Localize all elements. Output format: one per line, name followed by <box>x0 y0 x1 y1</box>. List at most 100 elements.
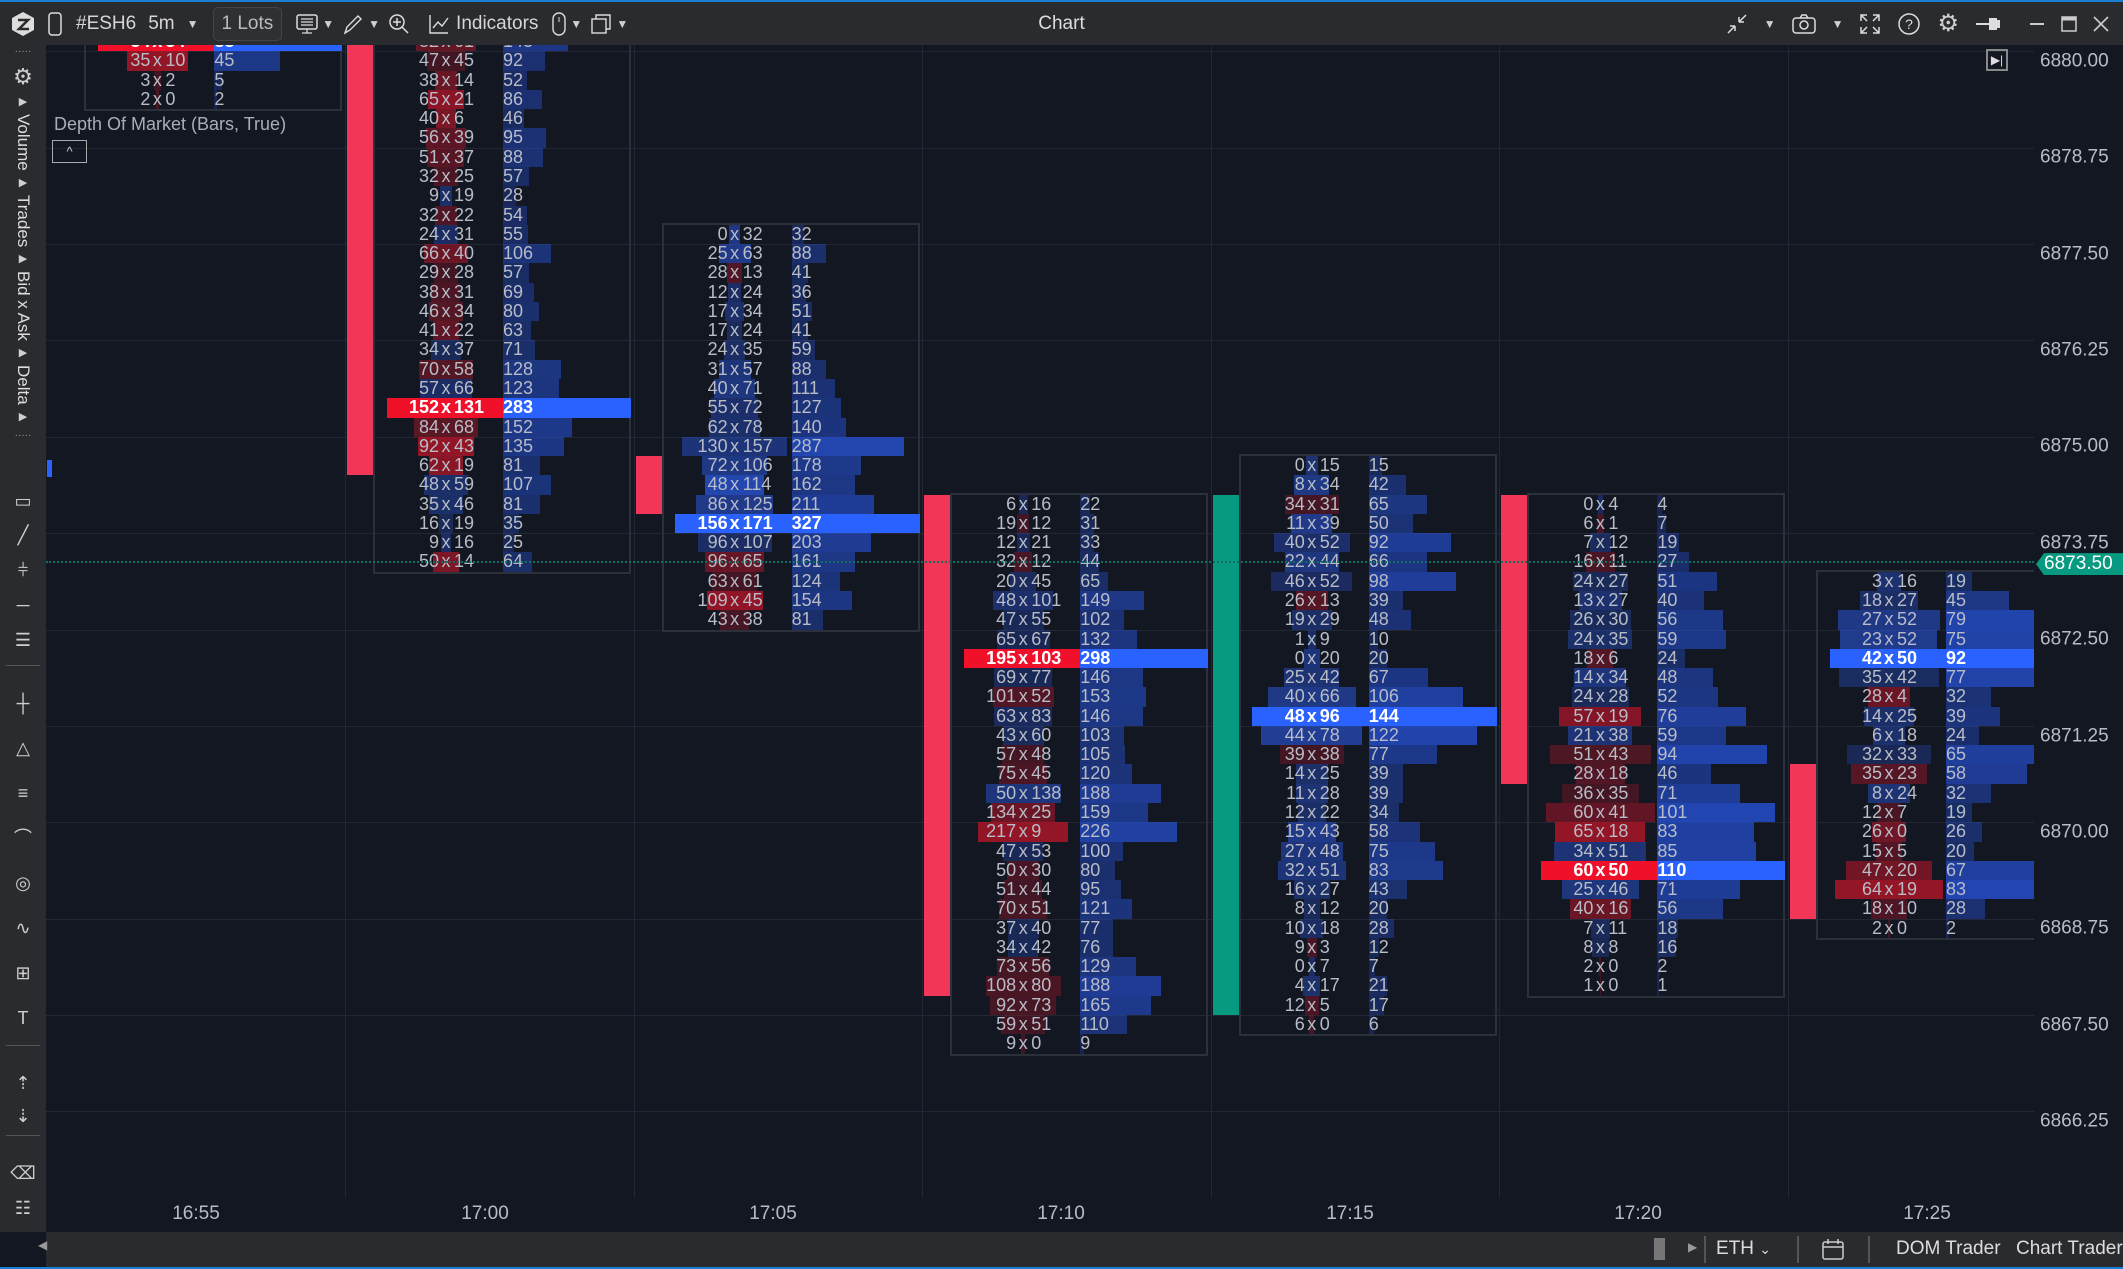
caret-right-icon[interactable]: ▶ <box>18 176 28 189</box>
price-row[interactable]: 26 x 0 26 <box>1816 821 2034 842</box>
price-row[interactable]: 28 x 18 46 <box>1527 764 1785 784</box>
price-row[interactable]: 24 x 27 51 <box>1527 571 1785 591</box>
triangle-icon[interactable]: △ <box>16 738 30 758</box>
price-row[interactable]: 19 x 29 48 <box>1239 609 1497 630</box>
chevron-down-icon[interactable]: ▼ <box>368 16 381 31</box>
poc-row[interactable]: 54x34 88 <box>84 45 343 52</box>
price-row[interactable]: 32 x 33 65 <box>1816 744 2034 765</box>
price-row[interactable]: 62 x 78 140 <box>662 417 920 437</box>
price-row[interactable]: 28 x 13 41 <box>662 263 920 283</box>
eraser-icon[interactable]: ⌫ <box>10 1163 36 1183</box>
app-logo-icon[interactable] <box>10 11 36 37</box>
price-row[interactable]: 12 x 5 17 <box>1239 995 1497 1015</box>
price-row[interactable]: 70 x 58 128 <box>373 359 631 379</box>
pencil-icon[interactable] <box>342 13 364 35</box>
price-row[interactable]: 13 x 27 40 <box>1527 590 1785 611</box>
price-row[interactable]: 15 x 5 20 <box>1816 841 2034 861</box>
price-row[interactable]: 47 x 20 67 <box>1816 860 2034 881</box>
price-row[interactable]: 15 x 43 58 <box>1239 821 1497 842</box>
price-row[interactable]: 7 x 12 19 <box>1527 532 1785 553</box>
price-row[interactable]: 24 x 35 59 <box>1527 629 1785 649</box>
chevron-down-icon[interactable]: ▼ <box>1763 16 1776 31</box>
indicators-icon[interactable] <box>428 13 450 35</box>
price-row[interactable]: 32 x 22 54 <box>373 205 631 225</box>
price-row[interactable]: 73 x 56 129 <box>950 956 1208 977</box>
price-row[interactable]: 31 x 57 88 <box>662 359 920 379</box>
price-row[interactable]: 57 x 19 76 <box>1527 706 1785 726</box>
price-row[interactable]: 69 x 77 146 <box>950 667 1208 688</box>
price-row[interactable]: 8 x 34 42 <box>1239 475 1497 495</box>
price-row[interactable]: 18 x 27 45 <box>1816 590 2034 611</box>
candle-body[interactable] <box>635 456 662 514</box>
price-row[interactable]: 130 x 157 287 <box>662 436 920 457</box>
price-row[interactable]: 12 x 7 19 <box>1816 802 2034 823</box>
price-row[interactable]: 8 x 8 16 <box>1527 937 1785 958</box>
price-row[interactable]: 6 x 18 24 <box>1816 725 2034 746</box>
price-row[interactable]: 29 x 28 57 <box>373 263 631 283</box>
price-row[interactable]: 19 x 12 31 <box>950 513 1208 534</box>
volume-profile-icon[interactable]: ☰ <box>14 630 32 650</box>
price-row[interactable]: 6 x 16 22 <box>950 494 1208 514</box>
curve-icon[interactable]: ⌒ <box>14 828 32 848</box>
price-row[interactable]: 16 x 27 43 <box>1239 879 1497 900</box>
caret-right-icon[interactable]: ▶ <box>18 96 28 108</box>
price-row[interactable]: 96 x 107 203 <box>662 532 920 553</box>
sidebar-tab-volume[interactable]: Volume <box>14 114 33 171</box>
price-row[interactable]: 51 x 37 88 <box>373 147 631 167</box>
price-row[interactable]: 32 x 51 83 <box>1239 860 1497 881</box>
price-row[interactable]: 4 x 17 21 <box>1239 976 1497 996</box>
price-row[interactable]: 48 x 59 107 <box>373 475 631 495</box>
price-row[interactable]: 18 x 10 28 <box>1816 899 2034 919</box>
line-icon[interactable]: ╱ <box>17 525 29 545</box>
help-icon[interactable]: ? <box>1897 12 1921 36</box>
fullscreen-icon[interactable] <box>1859 13 1881 35</box>
price-row[interactable]: 9 x 3 12 <box>1239 937 1497 958</box>
price-row[interactable]: 43 x 38 81 <box>662 609 920 630</box>
price-row[interactable]: 25 x 42 67 <box>1239 667 1497 688</box>
price-row[interactable]: 0 x 32 32 <box>662 224 920 245</box>
price-row[interactable]: 25 x 46 71 <box>1527 879 1785 900</box>
price-row[interactable]: 34 x 37 71 <box>373 340 631 360</box>
scrollbar-thumb[interactable] <box>1654 1238 1665 1260</box>
windows-icon[interactable] <box>590 13 612 35</box>
candle-body[interactable] <box>1790 764 1816 919</box>
price-row[interactable]: 36 x 35 71 <box>1527 783 1785 803</box>
price-row[interactable]: 10 x 18 28 <box>1239 918 1497 938</box>
scroll-left-icon[interactable]: ◀ <box>38 1238 48 1252</box>
price-row[interactable]: 14 x 25 39 <box>1816 706 2034 726</box>
price-row[interactable]: 24 x 31 55 <box>373 224 631 245</box>
price-row[interactable]: 46 x 52 98 <box>1239 571 1497 591</box>
price-row[interactable]: 63 x 83 146 <box>950 706 1208 726</box>
price-row[interactable]: 24 x 28 52 <box>1527 687 1785 707</box>
price-row[interactable]: 217 x 9 226 <box>950 821 1208 842</box>
price-row[interactable]: 20 x 45 65 <box>950 571 1208 591</box>
sort-desc-icon[interactable]: ⇣ <box>15 1106 31 1126</box>
price-row[interactable]: 25 x 63 88 <box>662 243 920 264</box>
price-row[interactable]: 60 x 41 101 <box>1527 802 1785 823</box>
price-row[interactable]: 65 x 21 86 <box>373 89 631 110</box>
price-row[interactable]: 8 x 12 20 <box>1239 899 1497 919</box>
price-row[interactable]: 12 x 22 34 <box>1239 802 1497 823</box>
chevron-down-icon[interactable]: ▼ <box>186 16 199 31</box>
price-row[interactable]: 57 x 48 105 <box>950 744 1208 765</box>
price-row[interactable]: 72 x 106 178 <box>662 455 920 476</box>
session-select[interactable]: ETH ⌄ <box>1716 1238 1771 1260</box>
price-row[interactable]: 14 x 25 39 <box>1239 764 1497 784</box>
price-row[interactable]: 66 x 40 106 <box>373 243 631 264</box>
price-row[interactable]: 21 x 38 59 <box>1527 725 1785 746</box>
price-row[interactable]: 48 x 101 149 <box>950 590 1208 611</box>
gear-icon[interactable]: ⚙ <box>1937 10 1959 37</box>
price-row[interactable]: 11 x 28 39 <box>1239 783 1497 803</box>
price-row[interactable]: 34 x 31 65 <box>1239 494 1497 514</box>
chevron-down-icon[interactable]: ▼ <box>322 16 335 31</box>
poc-row[interactable]: 156 x 171 327 <box>662 513 920 534</box>
price-row[interactable]: 12 x 24 36 <box>662 282 920 302</box>
